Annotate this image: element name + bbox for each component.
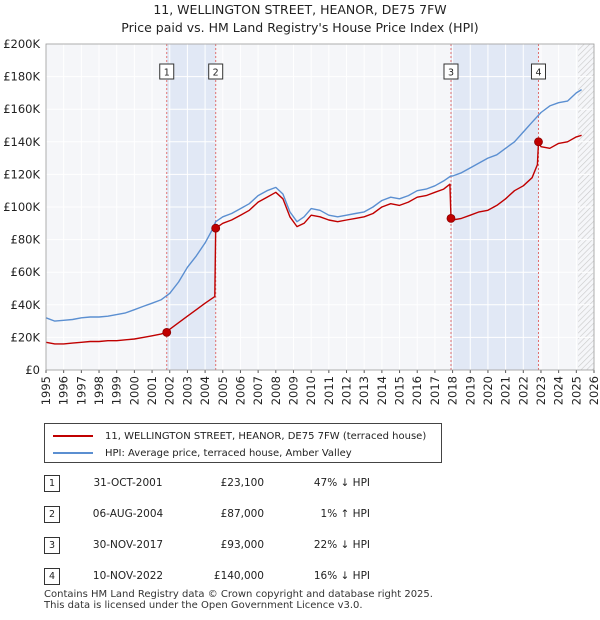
x-tick-label: 2006 [233,376,247,405]
sale-number-badge: 3 [44,537,60,554]
sale-price: £87,000 [220,508,264,520]
legend: 11, WELLINGTON STREET, HEANOR, DE75 7FW … [44,423,442,463]
x-tick-label: 2023 [534,376,548,405]
x-tick-label: 2025 [569,376,583,405]
x-tick-label: 2003 [180,376,194,405]
x-tick-label: 2020 [481,376,495,405]
sale-marker-box [443,63,459,80]
x-tick-label: 2012 [340,376,354,405]
sale-hpi-diff: 47% ↓ HPI [313,477,370,489]
x-tick-label: 2022 [516,376,530,405]
x-tick-label: 2026 [587,376,600,405]
sale-date: 31-OCT-2001 [93,477,163,489]
x-tick-label: 1997 [74,376,88,405]
sale-hpi-diff: 16% ↓ HPI [313,570,370,582]
sales-row: 2 06-AUG-2004 £87,000 1% ↑ HPI [44,506,544,526]
sale-point [534,137,543,147]
x-tick-label: 1998 [92,376,106,405]
sale-number-badge: 2 [44,506,60,523]
y-tick-label: £100K [3,200,40,214]
x-tick-label: 2004 [198,376,212,405]
sale-marker-box [159,63,175,80]
footer-copyright: Contains HM Land Registry data © Crown c… [44,589,433,600]
x-tick-label: 2002 [163,376,177,405]
sale-point [446,214,456,223]
hpi-series-line [45,89,582,322]
y-tick-label: £60K [11,265,41,279]
sale-point [162,327,172,337]
sale-point [211,223,221,233]
x-tick-label: 2011 [322,376,336,405]
sale-marker-label: 4 [535,68,541,79]
y-tick-label: £80K [11,233,41,247]
x-tick-label: 2024 [552,376,566,405]
x-tick-label: 2010 [304,376,318,405]
x-tick-label: 2008 [269,376,283,405]
y-tick-label: £20K [11,330,41,344]
x-tick-label: 2017 [428,376,442,405]
sale-number-badge: 1 [44,475,60,492]
footer: Contains HM Land Registry data © Crown c… [44,589,433,611]
legend-label-hpi: HPI: Average price, terraced house, Ambe… [105,447,352,459]
x-tick-label: 2000 [127,376,141,405]
sale-number-badge: 4 [44,568,60,585]
chart-subtitle: Price paid vs. HM Land Registry's House … [121,20,479,35]
sale-date: 30-NOV-2017 [92,539,164,551]
sale-price: £23,100 [220,477,264,489]
chart-title: 11, WELLINGTON STREET, HEANOR, DE75 7FW [153,2,447,17]
x-tick-label: 1995 [39,376,53,405]
sale-marker-box [530,63,546,80]
x-tick-label: 2021 [499,376,513,405]
sale-price: £93,000 [220,539,264,551]
y-tick-label: £40K [11,298,41,312]
x-tick-label: 1999 [110,376,124,405]
legend-swatch-property [53,435,93,437]
x-tick-label: 2007 [251,376,265,405]
plot-frame [45,43,595,371]
x-tick-label: 2016 [410,376,424,405]
legend-item-property: 11, WELLINGTON STREET, HEANOR, DE75 7FW … [53,428,426,444]
x-tick-label: 2019 [463,376,477,405]
legend-swatch-hpi [53,452,93,454]
y-tick-label: £0 [25,363,40,377]
x-tick-label: 2009 [286,376,300,405]
x-tick-label: 2013 [357,376,371,405]
sale-marker-box [208,63,224,80]
sales-row: 4 10-NOV-2022 £140,000 16% ↓ HPI [44,568,544,588]
x-tick-label: 2014 [375,376,389,405]
x-tick-label: 1996 [57,376,71,405]
sale-date: 06-AUG-2004 [92,508,164,520]
sale-marker-label: 1 [164,68,170,79]
y-tick-label: £120K [3,167,40,181]
sales-row: 3 30-NOV-2017 £93,000 22% ↓ HPI [44,537,544,557]
y-tick-label: £200K [3,37,40,51]
sale-marker-label: 3 [448,68,454,79]
price-chart: £0 £20K £40K £60K £80K £100K £120K £140K £160K £1… [3,37,600,405]
y-tick-label: £180K [3,70,40,84]
x-tick-label: 2015 [393,376,407,405]
y-tick-label: £160K [3,102,40,116]
sales-row: 1 31-OCT-2001 £23,100 47% ↓ HPI [44,475,544,495]
sale-hpi-diff: 22% ↓ HPI [313,539,370,551]
legend-item-hpi: HPI: Average price, terraced house, Ambe… [53,445,352,461]
sale-marker-label: 2 [213,68,219,79]
sale-hpi-diff: 1% ↑ HPI [320,508,370,520]
legend-label-property: 11, WELLINGTON STREET, HEANOR, DE75 7FW … [105,430,427,442]
sale-date: 10-NOV-2022 [92,570,164,582]
footer-licence: This data is licensed under the Open Gov… [44,600,363,611]
y-tick-label: £140K [3,135,40,149]
sale-price: £140,000 [213,570,264,582]
property-series-line [45,134,582,345]
x-tick-label: 2005 [216,376,230,405]
x-tick-label: 2001 [145,376,159,405]
x-tick-label: 2018 [446,376,460,405]
